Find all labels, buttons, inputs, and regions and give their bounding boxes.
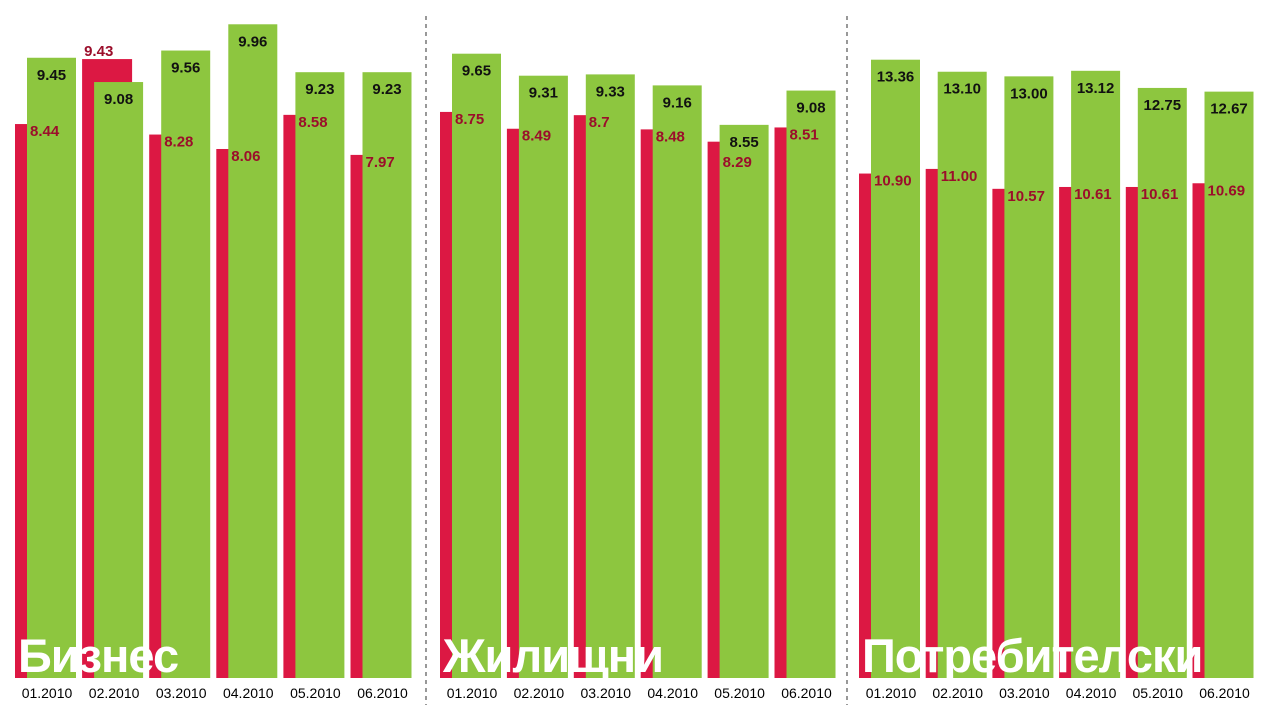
value-label-green: 8.55 — [729, 134, 758, 151]
value-label-green: 12.67 — [1210, 101, 1248, 118]
value-label-red: 8.48 — [656, 128, 685, 145]
value-label-green: 9.23 — [305, 81, 334, 98]
x-tick-label: 01.2010 — [447, 685, 498, 701]
bar-green-1-4 — [228, 24, 278, 679]
value-label-green: 13.36 — [877, 69, 915, 86]
bar-green-2-1 — [452, 53, 501, 679]
value-label-green: 9.31 — [529, 85, 558, 102]
bar-green-1-2 — [94, 82, 144, 678]
value-label-green: 12.75 — [1144, 97, 1182, 114]
x-tick-label: 02.2010 — [89, 685, 140, 701]
bar-green-3-2 — [937, 71, 987, 679]
value-label-red: 10.61 — [1141, 186, 1179, 203]
value-label-red: 8.06 — [231, 148, 260, 165]
panel-title: Потребителски — [862, 629, 1202, 682]
value-label-red: 10.57 — [1007, 188, 1045, 205]
x-tick-label: 01.2010 — [22, 685, 73, 701]
bar-green-3-3 — [1004, 76, 1054, 679]
bar-green-3-5 — [1137, 87, 1187, 678]
value-label-green: 9.65 — [462, 63, 491, 80]
x-tick-label: 04.2010 — [223, 685, 274, 701]
value-label-green: 13.12 — [1077, 80, 1115, 97]
value-label-red: 8.44 — [30, 123, 60, 140]
value-label-red: 8.7 — [589, 114, 610, 131]
value-label-red: 10.61 — [1074, 186, 1112, 203]
value-label-green: 9.08 — [796, 100, 825, 117]
value-label-green: 9.45 — [37, 67, 66, 84]
x-tick-label: 01.2010 — [866, 685, 917, 701]
value-label-green: 9.56 — [171, 60, 200, 77]
x-tick-label: 06.2010 — [357, 685, 408, 701]
value-label-green: 9.23 — [372, 81, 401, 98]
value-label-red: 8.29 — [723, 154, 752, 171]
value-label-red: 8.58 — [298, 114, 327, 131]
value-label-red: 8.49 — [522, 128, 551, 145]
value-label-red: 7.97 — [366, 154, 395, 171]
value-label-red: 9.43 — [84, 43, 113, 60]
bar-green-1-5 — [295, 72, 345, 678]
x-tick-label: 02.2010 — [514, 685, 565, 701]
value-label-red: 10.90 — [874, 173, 912, 190]
value-label-green: 13.10 — [943, 81, 981, 98]
bar-green-3-6 — [1204, 91, 1254, 678]
panel-title: Бизнес — [18, 629, 178, 682]
bar-green-2-4 — [652, 85, 702, 678]
bar-green-3-1 — [871, 59, 920, 678]
value-label-red: 8.75 — [455, 111, 484, 128]
bar-green-2-5 — [719, 124, 769, 678]
value-label-green: 9.08 — [104, 91, 133, 108]
value-label-red: 10.69 — [1208, 182, 1246, 199]
value-label-green: 13.00 — [1010, 85, 1048, 102]
value-label-red: 11.00 — [941, 168, 978, 185]
x-tick-label: 05.2010 — [1132, 685, 1183, 701]
panel-title: Жилищни — [442, 629, 663, 682]
bar-green-2-6 — [786, 90, 836, 679]
bar-green-3-4 — [1071, 70, 1121, 679]
value-label-green: 9.33 — [596, 83, 625, 100]
x-tick-label: 04.2010 — [1066, 685, 1117, 701]
x-tick-label: 04.2010 — [647, 685, 698, 701]
value-label-red: 8.28 — [164, 134, 193, 151]
bar-green-2-2 — [518, 75, 568, 678]
x-tick-label: 05.2010 — [290, 685, 341, 701]
x-tick-label: 06.2010 — [1199, 685, 1250, 701]
bar-green-2-3 — [585, 74, 635, 678]
bar-green-1-3 — [161, 50, 211, 679]
bar-green-1-6 — [362, 72, 412, 678]
x-tick-label: 05.2010 — [714, 685, 765, 701]
x-tick-label: 03.2010 — [580, 685, 631, 701]
value-label-red: 8.51 — [790, 126, 819, 143]
x-tick-label: 03.2010 — [156, 685, 207, 701]
value-label-green: 9.96 — [238, 33, 267, 50]
bar-green-1-1 — [27, 57, 76, 678]
x-tick-label: 06.2010 — [781, 685, 832, 701]
x-tick-label: 03.2010 — [999, 685, 1050, 701]
x-tick-label: 02.2010 — [932, 685, 983, 701]
value-label-green: 9.16 — [663, 94, 692, 111]
